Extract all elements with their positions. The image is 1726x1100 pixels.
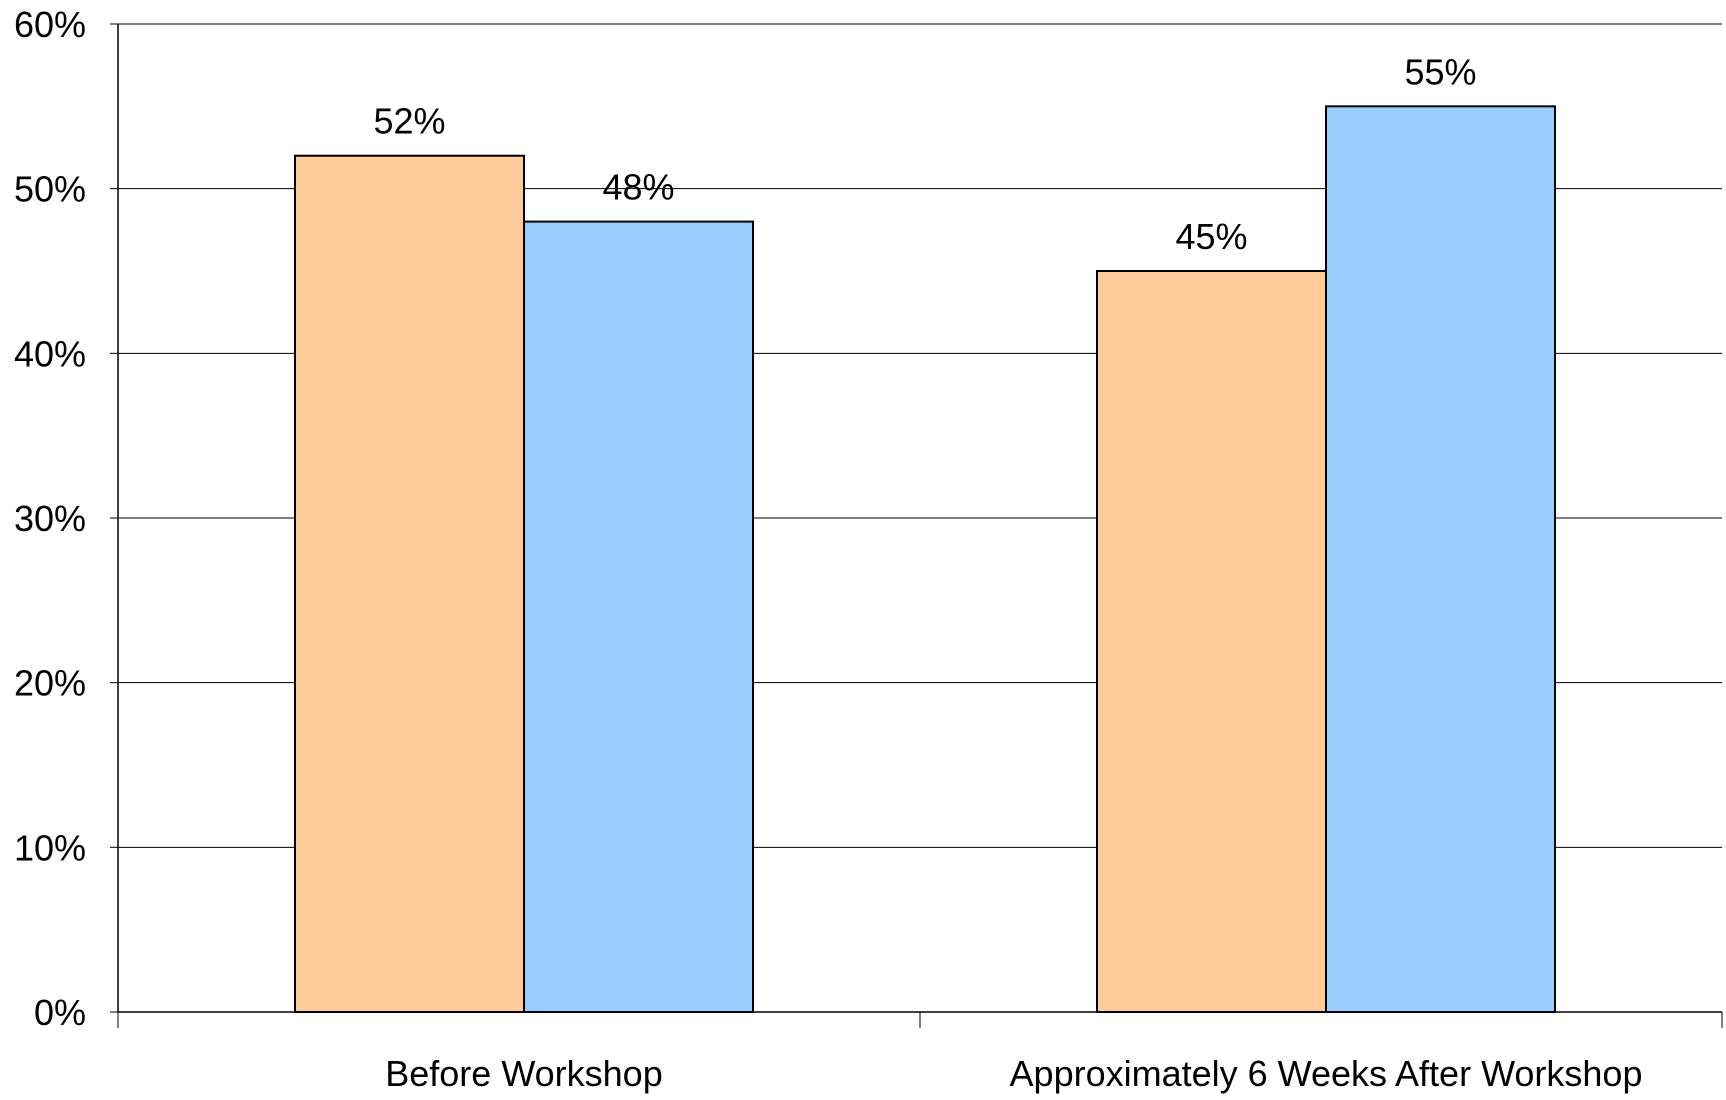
bar-value-label: 52% <box>373 101 445 142</box>
y-tick-label: 60% <box>14 4 86 45</box>
bar-value-label: 48% <box>602 167 674 208</box>
x-category-label: Approximately 6 Weeks After Workshop <box>1010 1053 1643 1094</box>
labels: 0% 10% 20% 30% 40% 50% 60% 52% 48% Before Worksho… <box>14 4 1643 1094</box>
bar-value-label: 55% <box>1404 51 1476 92</box>
bar <box>523 220 754 1014</box>
y-tick-label: 50% <box>14 169 86 210</box>
y-tick-label: 30% <box>14 498 86 539</box>
bar <box>294 154 525 1013</box>
bar-value-label: 45% <box>1175 216 1247 257</box>
bar <box>1325 105 1556 1014</box>
y-tick-label: 20% <box>14 663 86 704</box>
y-tick-label: 0% <box>34 992 86 1033</box>
bar <box>1096 270 1327 1013</box>
y-tick-label: 10% <box>14 827 86 868</box>
bars <box>294 105 1556 1014</box>
y-tick-label: 40% <box>14 333 86 374</box>
x-category-label: Before Workshop <box>385 1053 662 1094</box>
